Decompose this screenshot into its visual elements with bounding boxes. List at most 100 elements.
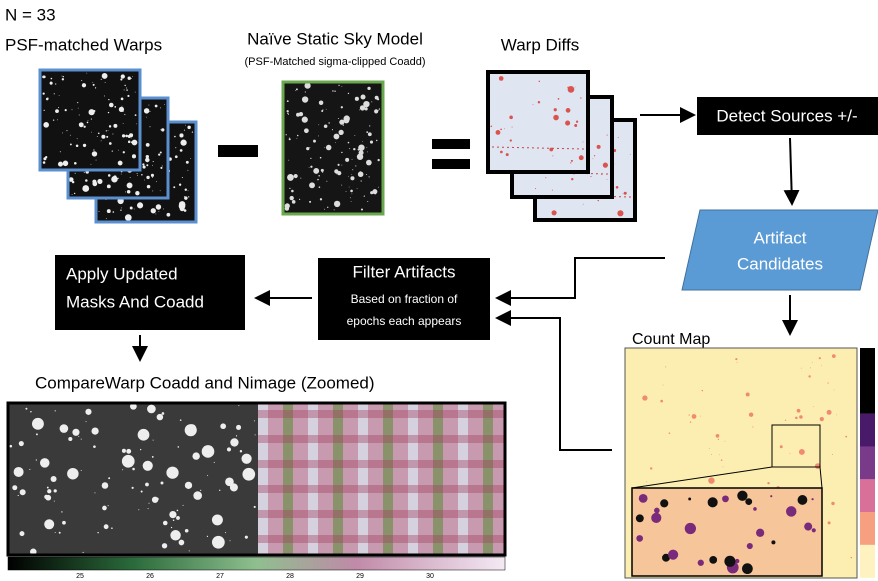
image-speck [47, 97, 49, 100]
image-speck [374, 109, 379, 114]
image-frame [281, 80, 385, 216]
coadd-star [68, 436, 73, 442]
image-speck [131, 139, 138, 146]
coadd-star [161, 543, 168, 549]
coadd-star [80, 438, 82, 440]
inset-speck [771, 540, 776, 545]
nimage-band [258, 403, 268, 555]
image-speck [812, 406, 814, 408]
image-speck [68, 177, 74, 182]
minus-sign [218, 145, 258, 157]
image-speck [154, 104, 158, 108]
image-speck [325, 108, 327, 110]
image-speck [69, 134, 71, 136]
image-speck [831, 354, 836, 358]
coadd-star [236, 424, 242, 430]
image-speck [378, 108, 381, 110]
image-speck [366, 159, 372, 166]
image-speck [71, 109, 73, 111]
image-speck [178, 201, 186, 208]
coadd-star [131, 486, 134, 489]
image-speck [304, 128, 309, 134]
image-speck [126, 87, 128, 89]
coadd-star [200, 489, 202, 491]
coadd-star [225, 477, 234, 487]
nimage-band [408, 403, 418, 555]
image-speck [101, 134, 106, 139]
image-speck [342, 124, 344, 126]
image-speck [152, 160, 154, 163]
image-speck [347, 141, 350, 144]
coadd-star [17, 494, 19, 497]
image-speck [717, 438, 720, 440]
image-speck [811, 361, 813, 363]
coadd-star [235, 435, 238, 437]
coadd-star [13, 466, 24, 477]
count-colorbar [860, 413, 875, 447]
image-speck [511, 126, 513, 128]
image-speck [117, 149, 119, 151]
image-speck [146, 175, 150, 180]
coadd-star [108, 477, 111, 480]
image-speck [767, 481, 770, 485]
image-speck [174, 155, 178, 159]
image-speck [606, 178, 608, 180]
image-speck [93, 149, 95, 151]
coadd-star [162, 520, 168, 526]
image-speck [715, 434, 720, 438]
image-speck [601, 174, 603, 176]
image-speck [306, 147, 310, 151]
arrow [495, 257, 665, 306]
coadd-star [224, 532, 227, 534]
image-speck [288, 114, 289, 115]
image-speck [708, 477, 715, 484]
image-speck [104, 82, 106, 84]
image-speck [701, 389, 704, 392]
zoom-box [771, 424, 821, 468]
image-speck [150, 208, 156, 214]
image-speck [313, 139, 316, 143]
image-speck [121, 134, 126, 138]
image-speck [833, 389, 835, 391]
coadd-star [30, 548, 37, 556]
image-speck [821, 364, 822, 366]
image-speck [298, 198, 301, 200]
image-speck [187, 190, 189, 192]
nimage-band [258, 535, 505, 543]
image-border [281, 80, 385, 216]
image-speck [81, 79, 83, 81]
image-speck [606, 134, 608, 136]
inset-speck [638, 493, 648, 503]
inset-speck [707, 497, 718, 508]
image-speck [368, 176, 370, 178]
coadd-star [93, 445, 96, 448]
image-speck [82, 143, 87, 148]
image-speck [688, 414, 690, 416]
image-speck [43, 125, 45, 127]
nimage-band [483, 403, 493, 555]
image-speck [161, 165, 163, 167]
image-speck [353, 147, 356, 151]
image-speck [155, 204, 162, 210]
image-speck [359, 105, 366, 111]
image-speck [748, 412, 754, 417]
image-speck [341, 151, 343, 154]
image-speck [142, 165, 146, 169]
coadd-image [6, 401, 507, 571]
image-speck [301, 96, 309, 103]
inset-speck [746, 542, 753, 550]
image-speck [288, 138, 291, 141]
image-speck [124, 114, 126, 116]
image-speck [646, 481, 648, 483]
image-speck [130, 137, 132, 139]
image-speck [350, 176, 355, 181]
image-speck [88, 109, 95, 116]
image-speck [155, 213, 157, 215]
image-speck [75, 144, 79, 148]
image-speck [108, 142, 112, 145]
image-speck [617, 137, 619, 139]
image-speck [64, 109, 67, 112]
image-speck [318, 124, 320, 126]
inset-speck [654, 507, 660, 514]
equals-sign [432, 139, 470, 149]
